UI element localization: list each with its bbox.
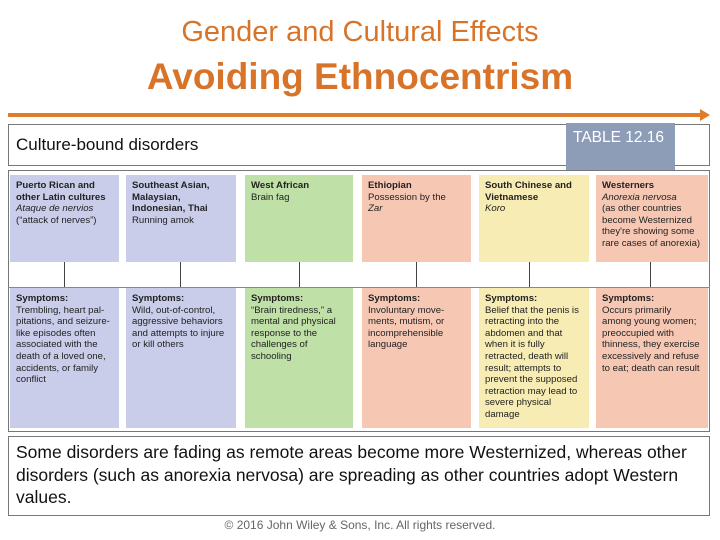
table-panel (8, 170, 710, 432)
connector-line (180, 262, 181, 287)
region-card-1: Puerto Rican and other Latin cultures At… (10, 175, 119, 262)
connector-line (299, 262, 300, 287)
connector-line (416, 262, 417, 287)
symptoms-text: “Brain tiredness,” a mental and physical… (251, 304, 336, 362)
region-name: Ethiopian (368, 180, 412, 191)
page-title: Avoiding Ethnocentrism (146, 56, 574, 97)
symptoms-label: Symptoms: (251, 293, 304, 304)
disorder-note: Zar (368, 203, 383, 215)
row-divider (8, 287, 710, 288)
symptoms-label: Symptoms: (16, 293, 69, 304)
symptoms-text: Occurs primarily among young women; preo… (602, 304, 700, 374)
symptoms-text: Trembling, heart pal-pitations, and seiz… (16, 304, 110, 386)
table-tag: TABLE 12.16 (566, 123, 675, 175)
disorder-name: Running amok (132, 214, 194, 226)
symptoms-text: Wild, out-of-control, aggressive behavio… (132, 304, 225, 351)
title-rule-arrow-icon (700, 109, 710, 121)
symptoms-label: Symptoms: (602, 293, 655, 304)
connector-line (64, 262, 65, 287)
connector-line (529, 262, 530, 287)
section-label: Culture-bound disorders (16, 135, 199, 154)
symptoms-text: Belief that the penis is retracting into… (485, 304, 579, 420)
region-card-3: West African Brain fag (245, 175, 353, 262)
disorder-name: Koro (485, 203, 506, 215)
symptoms-label: Symptoms: (132, 293, 185, 304)
disorder-note: (“attack of nerves”) (16, 214, 97, 226)
disorder-name: Anorexia nervosa (602, 191, 677, 203)
disorder-name: Ataque de nervios (16, 203, 94, 215)
connector-line (650, 262, 651, 287)
symptoms-card-5: Symptoms: Belief that the penis is retra… (479, 288, 589, 428)
symptoms-card-6: Symptoms: Occurs primarily among young w… (596, 288, 708, 428)
symptoms-card-2: Symptoms: Wild, out-of-control, aggressi… (126, 288, 236, 428)
region-name: West African (251, 180, 310, 191)
region-name: Southeast Asian, Malaysian, Indonesian, … (132, 180, 210, 215)
symptoms-card-4: Symptoms: Involuntary move-ments, mutism… (362, 288, 471, 428)
region-name: South Chinese and Vietnamese (485, 180, 572, 203)
copyright: © 2016 John Wiley & Sons, Inc. All right… (224, 518, 496, 532)
header-subtitle: Gender and Cultural Effects (181, 16, 539, 48)
symptoms-card-3: Symptoms: “Brain tiredness,” a mental an… (245, 288, 353, 428)
title-rule (8, 113, 704, 117)
symptoms-label: Symptoms: (485, 293, 538, 304)
caption-text: Some disorders are fading as remote area… (16, 442, 687, 507)
caption-box (8, 436, 710, 516)
disorder-note: (as other countries become Westernized t… (602, 203, 701, 249)
region-card-2: Southeast Asian, Malaysian, Indonesian, … (126, 175, 236, 262)
disorder-name: Possession by the (368, 191, 446, 203)
region-name: Westerners (602, 180, 655, 191)
symptoms-card-1: Symptoms: Trembling, heart pal-pitations… (10, 288, 119, 428)
disorder-name: Brain fag (251, 191, 290, 203)
region-card-5: South Chinese and Vietnamese Koro (479, 175, 589, 262)
region-card-4: Ethiopian Possession by the Zar (362, 175, 471, 262)
region-name: Puerto Rican and other Latin cultures (16, 180, 106, 203)
symptoms-text: Involuntary move-ments, mutism, or incom… (368, 304, 445, 351)
symptoms-label: Symptoms: (368, 293, 421, 304)
region-card-6: Westerners Anorexia nervosa (as other co… (596, 175, 708, 262)
